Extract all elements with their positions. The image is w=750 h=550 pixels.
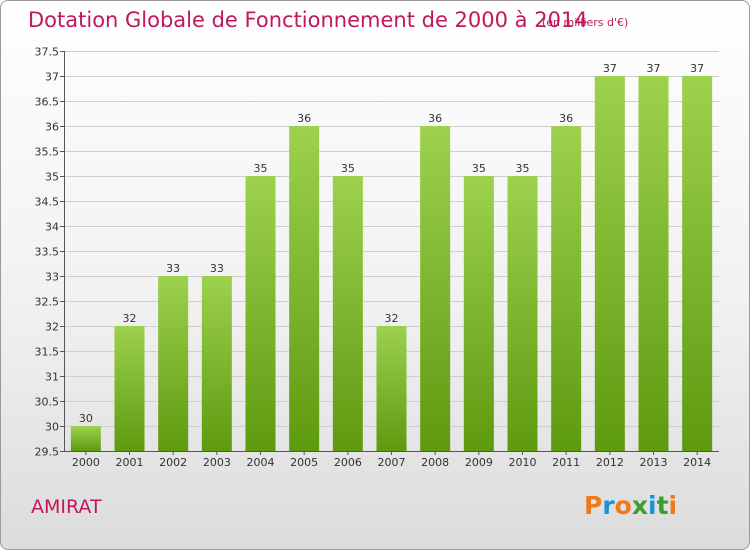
x-tick-label: 2001 [116, 456, 144, 469]
y-tick-label: 35 [45, 171, 59, 184]
y-tick-label: 29.5 [35, 446, 60, 459]
chart-title: Dotation Globale de Fonctionnement de 20… [28, 8, 588, 32]
data-label: 35 [341, 162, 355, 175]
x-tick-label: 2008 [421, 456, 449, 469]
data-label: 33 [210, 262, 224, 275]
x-tick-label: 2002 [159, 456, 187, 469]
bar [70, 426, 101, 451]
y-tick-label: 35.5 [35, 146, 60, 159]
x-tick-label: 2011 [552, 456, 580, 469]
bar [376, 326, 407, 451]
x-tick-label: 2009 [465, 456, 493, 469]
data-label: 36 [428, 112, 442, 125]
bar [332, 176, 363, 451]
y-tick-label: 33 [45, 271, 59, 284]
x-tick-label: 2000 [72, 456, 100, 469]
x-tick-label: 2013 [640, 456, 668, 469]
logo-letter: i [668, 491, 678, 520]
logo-letter: o [614, 491, 632, 520]
x-tick-label: 2003 [203, 456, 231, 469]
y-tick-label: 34 [45, 221, 59, 234]
bar [158, 276, 189, 451]
x-tick-label: 2010 [509, 456, 537, 469]
y-tick-label: 33.5 [35, 246, 60, 259]
data-label: 37 [603, 62, 617, 75]
x-tick-label: 2005 [290, 456, 318, 469]
bars [70, 76, 713, 451]
bar [463, 176, 494, 451]
bar [507, 176, 538, 451]
logo-letter: x [631, 491, 648, 520]
x-tick-label: 2012 [596, 456, 624, 469]
data-label: 32 [123, 312, 137, 325]
data-labels: 30 32 33 33 35 36 35 32 36 35 35 36 37 37 37 [79, 62, 704, 425]
y-tick-label: 37 [45, 71, 59, 84]
data-label: 33 [166, 262, 180, 275]
axes [60, 51, 719, 455]
y-tick-label: 32 [45, 321, 59, 334]
bar [682, 76, 713, 451]
logo-letter: r [602, 491, 615, 520]
y-tick-label: 32.5 [35, 296, 60, 309]
data-label: 37 [647, 62, 661, 75]
y-tick-label: 30 [45, 421, 59, 434]
y-tick-label: 37.5 [35, 46, 60, 59]
data-label: 30 [79, 412, 93, 425]
data-label: 37 [690, 62, 704, 75]
x-tick-label: 2014 [683, 456, 711, 469]
place-name: AMIRAT [31, 496, 102, 518]
bar [420, 126, 451, 451]
x-tick-labels: 2000 2001 2002 2003 2004 2005 2006 2007 2008 2009… [72, 456, 711, 469]
chart-subtitle: (en milliers d'€) [542, 16, 629, 29]
bar [201, 276, 232, 451]
logo-letter: t [656, 491, 669, 520]
x-tick-label: 2006 [334, 456, 362, 469]
y-tick-label: 31.5 [35, 346, 60, 359]
bar [638, 76, 669, 451]
y-tick-label: 31 [45, 371, 59, 384]
y-tick-label: 34.5 [35, 196, 60, 209]
bar [114, 326, 145, 451]
y-tick-labels: 29.5 30 30.5 31 31.5 32 32.5 33 33.5 34 34.5 35 35.5… [35, 46, 60, 459]
y-tick-label: 36 [45, 121, 59, 134]
bar [289, 126, 320, 451]
y-tick-label: 30.5 [35, 396, 60, 409]
data-label: 32 [385, 312, 399, 325]
data-label: 35 [472, 162, 486, 175]
logo-letter: P [584, 491, 603, 520]
proxiti-logo: Proxiti [584, 491, 677, 520]
data-label: 35 [254, 162, 268, 175]
logo-letter: i [648, 491, 657, 520]
bar [551, 126, 582, 451]
y-tick-label: 36.5 [35, 96, 60, 109]
data-label: 36 [559, 112, 573, 125]
bar [594, 76, 625, 451]
x-tick-label: 2007 [378, 456, 406, 469]
data-label: 36 [297, 112, 311, 125]
x-tick-label: 2004 [247, 456, 275, 469]
bar [245, 176, 276, 451]
data-label: 35 [516, 162, 530, 175]
